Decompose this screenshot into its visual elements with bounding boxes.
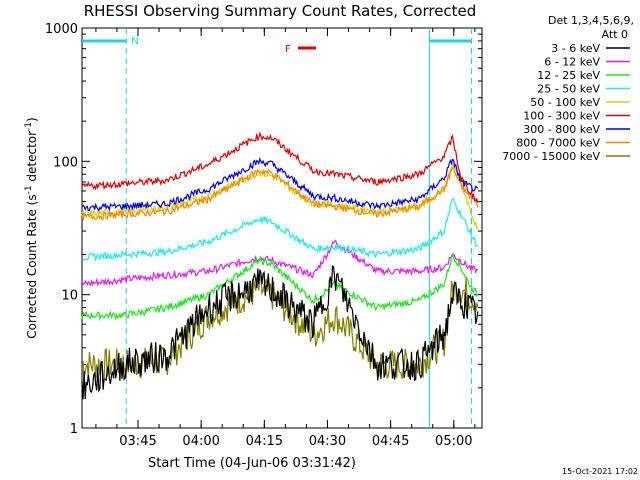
series-line-5 [81, 131, 479, 203]
series-line-2 [81, 254, 479, 322]
y-tick-label: 1000 [45, 22, 78, 37]
y-axis-label: Corrected Count Rate (s-1 detector-1) [24, 117, 39, 338]
chart-title: RHESSI Observing Summary Count Rates, Co… [84, 2, 477, 20]
x-tick-label: 04:45 [372, 434, 409, 449]
x-tick-label: 04:30 [309, 434, 346, 449]
legend-header-line1: Det 1,3,4,5,6,9, [548, 14, 634, 27]
legend-label: 300 - 800 keV [523, 123, 600, 136]
legend-label: 50 - 100 keV [530, 96, 600, 109]
observing-interval-markers: NF [82, 28, 472, 428]
legend-label: 3 - 6 keV [551, 42, 600, 55]
series-lines [81, 131, 479, 400]
legend-label: 12 - 25 keV [537, 69, 600, 82]
x-axis-label: Start Time (04-Jun-06 03:31:42) [148, 456, 356, 471]
x-tick-label: 05:00 [435, 434, 472, 449]
night-flag-label: N [131, 36, 138, 47]
axis-ticks: 03:45 04:00 04:15 04:30 04:45 05:00 1 10 100 1000 [45, 22, 482, 449]
legend-header-line2: Att 0 [602, 28, 628, 41]
legend-label: 800 - 7000 keV [516, 137, 600, 150]
plot-frame [81, 27, 483, 429]
legend-label: 25 - 50 keV [537, 83, 600, 96]
legend-label: 6 - 12 keV [544, 56, 600, 69]
legend-label: 7000 - 15000 keV [502, 150, 600, 163]
y-tick-label: 10 [61, 289, 78, 304]
x-tick-label: 04:00 [182, 434, 219, 449]
x-tick-label: 03:45 [119, 434, 156, 449]
series-line-1 [81, 239, 479, 288]
flare-flag-label: F [285, 44, 291, 55]
series-line-0 [81, 265, 479, 400]
series-line-7 [81, 167, 479, 221]
x-tick-label: 04:15 [246, 434, 283, 449]
y-tick-label: 100 [53, 155, 78, 170]
y-tick-label: 1 [70, 422, 78, 437]
legend-label: 100 - 300 keV [523, 110, 600, 123]
series-line-3 [81, 197, 479, 263]
timestamp-label: 15-Oct-2021 17:02 [562, 467, 638, 476]
series-line-6 [81, 156, 479, 212]
